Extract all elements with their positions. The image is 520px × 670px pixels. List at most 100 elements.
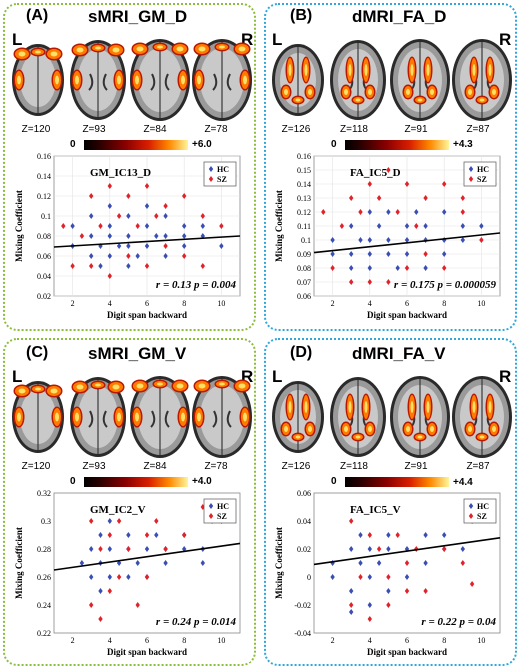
x-tick-label: 2 [331,299,335,308]
hc-point [107,233,112,239]
panel-d-colorbar [345,477,449,487]
hc-point [414,209,419,215]
hc-point [367,237,372,243]
sz-point [163,203,168,209]
legend-sz-marker [468,513,474,519]
sz-point [89,518,94,524]
sz-point [442,181,447,187]
hc-point [479,223,484,229]
x-axis-label: Digit span backward [367,310,447,320]
scatter-plot-gm-ic2-v: 0.22 0.24 0.26 0.28 0.3 0.32 2 4 6 8 10 Digit span … [10,487,250,662]
y-tick-label: 0.09 [297,250,311,259]
hc-point [107,574,112,580]
sz-point [116,574,122,580]
panel-c-colorbar-max: +4.0 [192,476,212,487]
y-tick-label: 0.15 [297,166,311,175]
hc-point [144,223,150,229]
panel-c-brain-slice-4 [192,376,252,458]
sz-point [442,265,447,271]
x-tick-label: 2 [331,636,335,645]
hc-point [395,265,400,271]
hc-point [107,253,112,259]
hc-point [98,532,103,538]
sz-point [154,213,159,219]
panel-c-brain-slice-3 [130,376,190,458]
panel-a-brain-slice-4 [192,39,252,121]
hc-point [367,602,372,608]
x-tick-label: 8 [182,299,186,308]
y-tick-label: 0.08 [37,232,51,241]
legend-sz-marker [208,176,214,182]
hc-point [89,213,94,219]
x-tick-label: 6 [405,299,409,308]
y-tick-label: 0.16 [297,152,311,161]
hc-point [358,560,363,566]
sz-point [404,560,410,566]
sz-point [107,273,112,279]
sz-point [144,574,150,580]
hc-point [386,532,391,538]
hc-point [330,251,335,257]
regression-line [53,542,241,571]
hc-point [460,546,465,552]
sz-point [349,279,354,285]
panel-d-right-marker: R [499,367,512,386]
hc-point [349,588,354,594]
x-tick-label: 6 [145,299,149,308]
hc-point [79,560,85,566]
hc-point [367,546,372,552]
y-tick-label: 0.07 [297,278,311,287]
sz-point [135,223,140,229]
hc-point [144,203,150,209]
sz-point [386,167,391,173]
y-tick-label: 0.14 [297,180,311,189]
sz-point [404,265,410,271]
legend-hc-marker [208,166,214,172]
panel-a-brain-slice-1 [12,44,64,116]
y-axis-label: Mixing Coefficient [14,527,24,599]
hc-point [386,546,391,552]
panel-c-brain-slice-2 [70,377,126,457]
legend-hc-marker [468,166,474,172]
hc-point [404,251,410,257]
legend-hc-label: HC [477,165,489,174]
stats-annotation: r = 0.175 p = 0.000059 [394,279,497,291]
sz-point [182,253,187,259]
legend-box [463,498,497,524]
hc-point [98,588,103,594]
panel-d-label: (D) [290,344,313,361]
sz-point [358,574,363,580]
sz-point [386,279,391,285]
panel-c [3,338,256,666]
panel-c-left-marker: L [12,367,23,386]
panel-b-label: (B) [290,7,313,24]
hc-point [116,243,122,249]
y-tick-label: 0.06 [297,489,311,498]
sz-point [107,532,112,538]
panel-c-colorbar-min: 0 [70,476,76,487]
panel-a-title: sMRI_GM_D [88,7,188,26]
hc-point [386,588,391,594]
panel-d-z2: Z=118 [340,461,368,472]
y-tick-label: 0.14 [37,172,51,181]
hc-point [386,237,391,243]
y-tick-label: 0.12 [297,208,311,217]
hc-point [349,265,354,271]
panel-a-brain-slices [12,39,252,121]
legend-box [203,161,237,187]
panel-c-z1: Z=120 [21,461,51,472]
hc-point [135,560,140,566]
stats-annotation: r = 0.24 p = 0.014 [156,616,237,628]
legend-hc-label: HC [217,165,229,174]
x-tick-label: 8 [182,636,186,645]
sz-point [469,581,475,587]
sz-point [339,223,345,229]
panel-d-left-marker: L [272,367,283,386]
legend-sz-marker [208,513,214,519]
sz-point [163,243,168,249]
regression-line [53,235,241,248]
hc-point [126,243,131,249]
hc-point [154,532,159,538]
x-tick-label: 4 [108,299,112,308]
sz-point [98,546,103,552]
